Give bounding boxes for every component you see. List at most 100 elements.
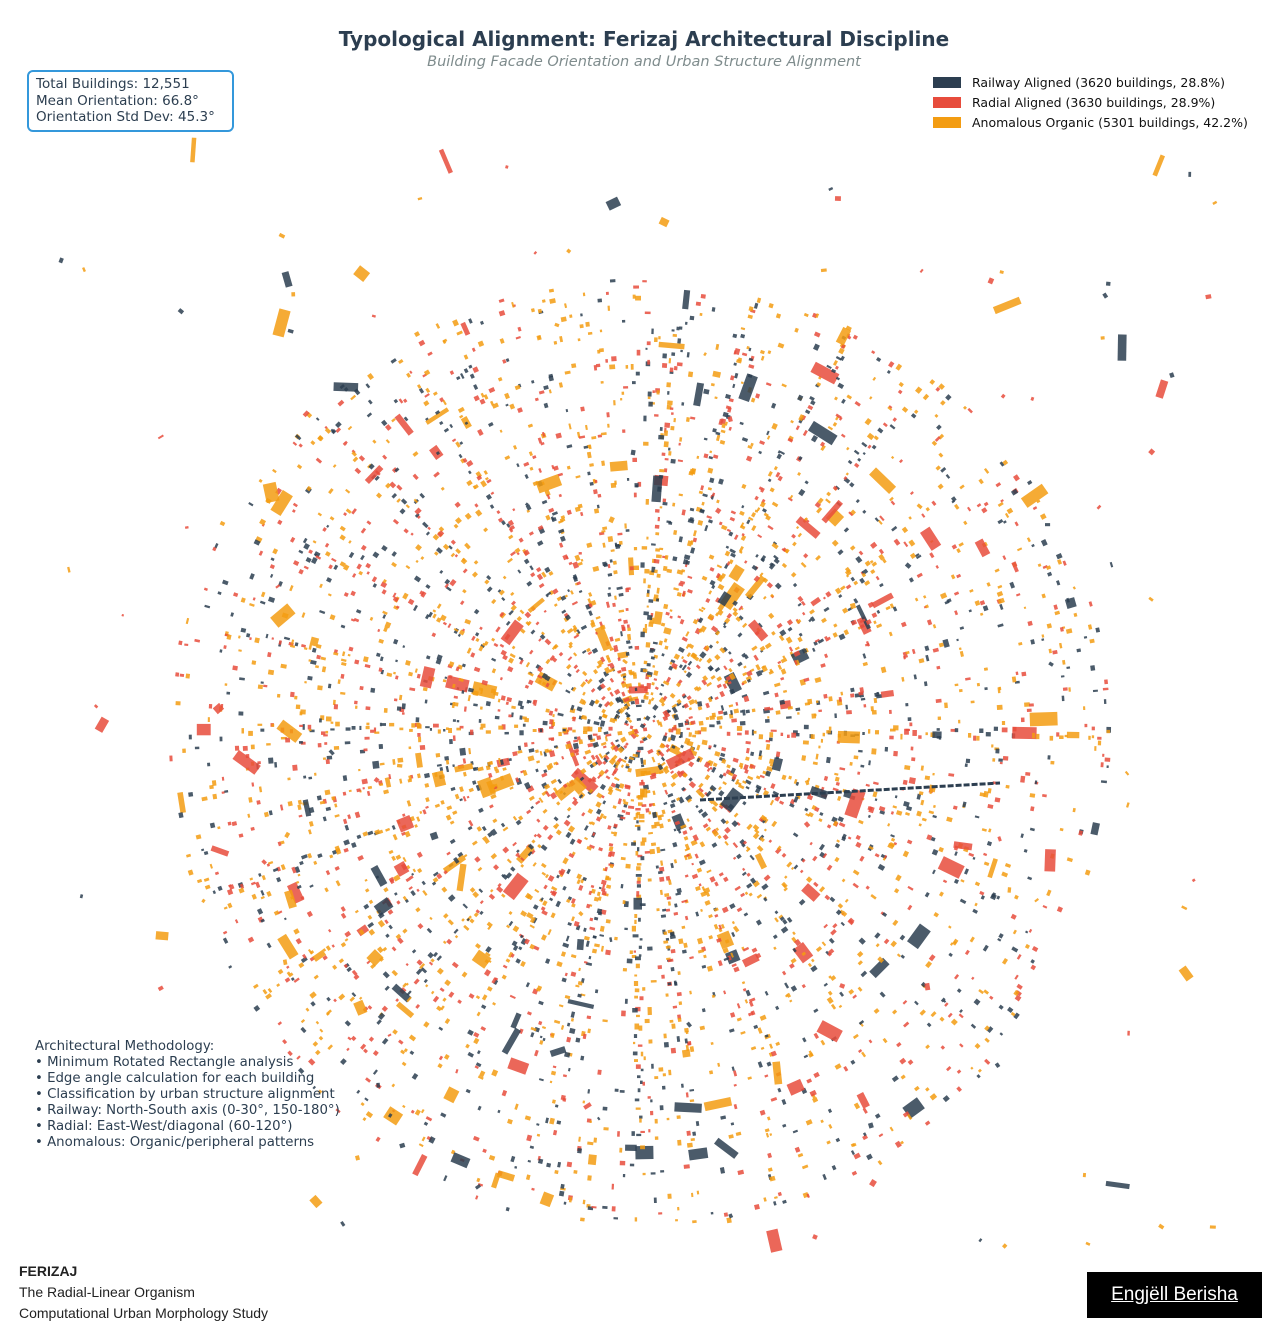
building xyxy=(492,1002,496,1006)
building xyxy=(303,775,307,779)
building xyxy=(609,864,614,869)
building xyxy=(585,321,590,327)
building xyxy=(835,413,842,419)
building xyxy=(388,774,392,780)
building xyxy=(701,501,705,506)
building xyxy=(590,688,596,693)
building xyxy=(686,1130,691,1136)
building xyxy=(640,1068,644,1072)
building xyxy=(266,942,272,949)
building xyxy=(1059,642,1063,649)
building xyxy=(416,515,421,520)
building xyxy=(558,382,564,388)
building xyxy=(870,706,874,712)
building xyxy=(653,670,659,676)
building xyxy=(444,676,448,680)
building xyxy=(330,721,334,724)
building xyxy=(458,677,464,683)
building xyxy=(931,848,939,856)
building xyxy=(292,764,298,771)
building xyxy=(667,447,671,451)
building xyxy=(1048,661,1054,667)
building xyxy=(201,796,208,802)
building xyxy=(638,917,641,922)
building xyxy=(462,588,467,594)
building xyxy=(1084,723,1088,728)
building xyxy=(433,471,440,478)
building xyxy=(597,434,603,438)
building xyxy=(874,932,881,939)
building xyxy=(592,935,597,939)
building xyxy=(567,1067,571,1072)
building xyxy=(983,861,990,867)
building xyxy=(356,924,370,937)
building xyxy=(712,454,719,459)
building xyxy=(677,1206,680,1211)
building xyxy=(956,1069,962,1074)
building xyxy=(584,424,588,431)
building xyxy=(325,759,330,765)
building xyxy=(569,838,576,845)
building xyxy=(302,410,310,418)
building xyxy=(889,735,894,740)
building xyxy=(408,886,413,891)
building xyxy=(422,687,428,692)
building xyxy=(669,734,677,742)
building xyxy=(844,898,849,903)
building xyxy=(786,861,793,868)
building xyxy=(602,1019,608,1023)
building xyxy=(1011,676,1017,683)
building xyxy=(279,840,285,845)
building xyxy=(530,572,536,578)
building xyxy=(635,874,642,877)
building xyxy=(651,566,656,573)
building xyxy=(810,400,816,406)
building xyxy=(865,783,870,787)
building xyxy=(646,663,651,667)
building xyxy=(684,321,688,325)
building xyxy=(642,280,647,283)
building xyxy=(549,655,555,661)
building xyxy=(357,855,364,861)
building xyxy=(601,713,608,719)
building xyxy=(182,748,186,753)
building xyxy=(459,786,464,793)
building xyxy=(587,1089,591,1094)
building xyxy=(524,938,530,945)
building xyxy=(677,615,682,619)
building xyxy=(1188,171,1192,177)
building xyxy=(748,306,754,312)
building xyxy=(602,800,607,805)
building xyxy=(318,1035,324,1041)
building xyxy=(707,665,714,672)
building xyxy=(786,916,793,923)
building xyxy=(272,468,277,474)
building xyxy=(317,512,322,517)
building xyxy=(809,785,829,800)
building xyxy=(465,1088,471,1094)
building xyxy=(639,782,645,786)
building xyxy=(540,631,545,636)
building xyxy=(385,933,390,938)
building xyxy=(393,874,401,882)
building xyxy=(550,1070,557,1076)
building xyxy=(679,618,685,625)
building xyxy=(908,577,914,583)
building xyxy=(248,730,253,736)
building xyxy=(567,656,573,662)
building xyxy=(428,611,433,618)
building xyxy=(378,638,384,644)
building xyxy=(568,423,572,430)
building xyxy=(1001,727,1008,733)
building xyxy=(538,583,545,589)
building xyxy=(735,701,739,706)
building xyxy=(548,507,555,513)
building xyxy=(246,633,251,638)
building xyxy=(537,540,544,547)
building xyxy=(544,638,552,646)
building xyxy=(733,1070,738,1077)
author-signature-link[interactable]: Engjëll Berisha xyxy=(1087,1272,1262,1318)
building xyxy=(594,989,599,994)
building xyxy=(219,520,226,527)
building xyxy=(425,407,450,425)
